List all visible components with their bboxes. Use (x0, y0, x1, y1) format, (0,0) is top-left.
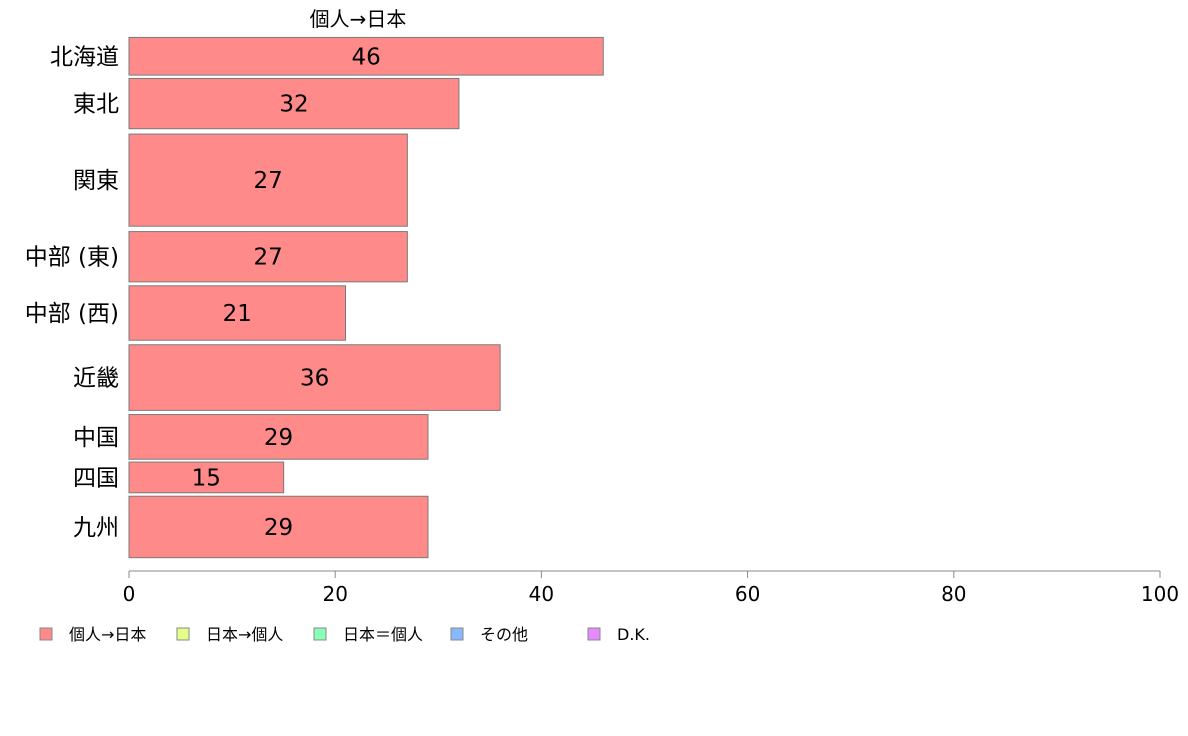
legend-label-5: D.K. (617, 625, 650, 644)
bar-6 (128, 344, 501, 411)
bar-7 (128, 414, 429, 460)
category-label-9: 九州 (73, 515, 119, 541)
category-label-2: 東北 (73, 92, 119, 118)
legend: 個人→日本 日本→個人 日本＝個人 その他 D.K. (39, 625, 650, 644)
bar-value-label-4: 27 (254, 245, 283, 271)
x-tick-label-1: 0 (123, 582, 136, 606)
bar-value-label-1: 46 (351, 44, 380, 70)
bar-value-label-2: 32 (279, 92, 308, 118)
bar-4 (128, 231, 408, 283)
legend-swatch-1 (39, 627, 53, 641)
x-tick-label-4: 60 (735, 582, 760, 606)
legend-label-2: 日本→個人 (206, 625, 283, 644)
category-label-7: 中国 (73, 425, 119, 451)
x-axis: 0 20 40 60 80 100 (123, 570, 1179, 606)
legend-label-3: 日本＝個人 (343, 625, 423, 644)
bar-value-label-8: 15 (192, 465, 221, 491)
legend-swatch-3 (313, 627, 327, 641)
chart-series-title: 個人→日本 (310, 7, 407, 31)
category-label-3: 関東 (73, 168, 119, 194)
bar-value-label-7: 29 (264, 425, 293, 451)
bar-8 (128, 461, 285, 494)
legend-label-1: 個人→日本 (69, 625, 146, 644)
x-tick-label-2: 20 (322, 582, 347, 606)
bar-value-label-3: 27 (254, 168, 283, 194)
bars-group: 46 32 27 27 21 36 29 15 29 (128, 36, 604, 559)
bar-3 (128, 133, 408, 227)
legend-swatch-5 (587, 627, 601, 641)
category-label-8: 四国 (73, 465, 119, 491)
bar-5 (128, 285, 347, 341)
category-label-6: 近畿 (73, 366, 119, 392)
bar-9 (128, 495, 429, 559)
x-tick-label-5: 80 (941, 582, 966, 606)
category-label-4: 中部 (東) (25, 245, 119, 271)
category-label-5: 中部 (西) (25, 301, 119, 327)
legend-label-4: その他 (480, 625, 528, 644)
category-label-1: 北海道 (50, 44, 119, 70)
legend-swatch-2 (176, 627, 190, 641)
bar-value-label-6: 36 (300, 366, 329, 392)
x-tick-label-6: 100 (1141, 582, 1179, 606)
bar-1 (128, 36, 604, 76)
bar-2 (128, 77, 460, 130)
legend-swatch-4 (450, 627, 464, 641)
x-tick-label-3: 40 (529, 582, 554, 606)
bar-value-label-5: 21 (223, 301, 252, 327)
bar-value-label-9: 29 (264, 515, 293, 541)
